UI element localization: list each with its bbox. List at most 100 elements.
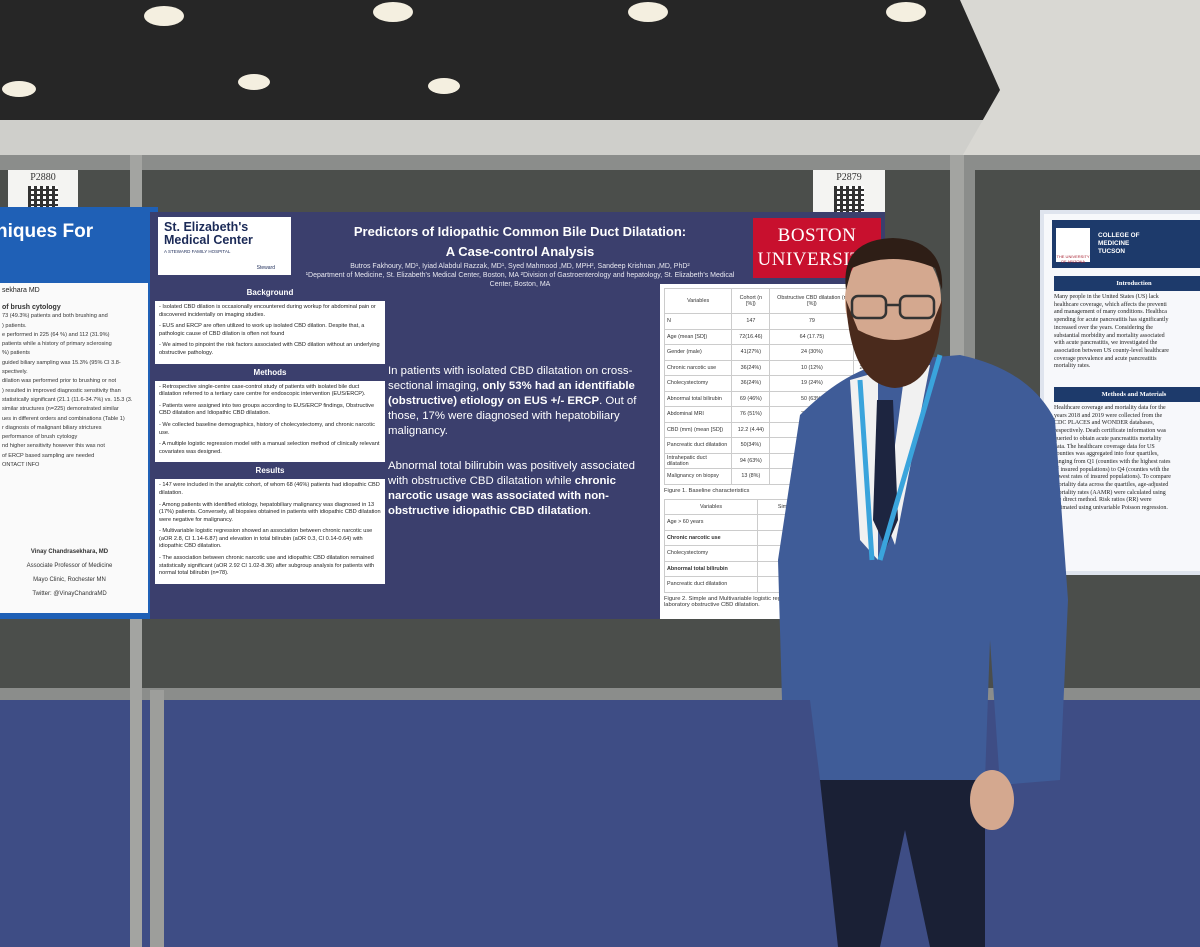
finding-text: Abnormal total bilirubin was positively …: [388, 460, 635, 487]
poster-text: of brush cytology 73 (49.3%) patients and…: [2, 303, 132, 470]
text-line: patients while a history of primary scle…: [2, 341, 112, 348]
logo-brand: Steward: [256, 265, 275, 271]
section-heading: Introduction: [1054, 276, 1200, 291]
text-line: of brush cytology: [2, 304, 61, 311]
text-line: the direct method. Risk ratios (RR) were: [1054, 497, 1152, 504]
board-number: P2879: [836, 172, 862, 183]
bullet-item: Retrospective single-centre case-control…: [159, 384, 381, 399]
text-line: with acute pancreatitis, we investigated…: [1054, 340, 1158, 347]
beard: [846, 300, 942, 388]
text-line: Many people in the United States (US) la…: [1054, 294, 1159, 300]
text-line: of ERCP based sampling are needed: [2, 452, 95, 459]
text-line: e performed in 225 (64 %) and 112 (31.9%…: [2, 331, 110, 338]
authors-block: Butros Fakhoury, MD¹, Iyiad Alabdul Razz…: [300, 262, 740, 289]
text-line: spending for acute pancreatitis has sign…: [1054, 317, 1169, 324]
header-row: Variables Cohort (n [%]) Obstructive CBD d…: [663, 288, 881, 314]
text-line: counties was aggregated into four quarti…: [1054, 451, 1159, 458]
logo-tagline: A STEWARD FAMILY HOSPITAL: [164, 249, 231, 254]
ceiling-lights: [2, 2, 926, 97]
text-line: data. The healthcare coverage data for U…: [1054, 443, 1155, 450]
poster-title-block: Predictors of Idiopathic Common Bile Duc…: [300, 222, 740, 262]
affiliations: ¹Department of Medicine, St. Elizabeth's…: [305, 272, 735, 288]
text-line: ) resulted in improved diagnostic sensit…: [2, 387, 121, 394]
bullet-item: The association between chronic narcotic…: [159, 555, 381, 578]
contact-twitter: Twitter: @VinayChandraMD: [32, 591, 107, 597]
text-line: ) patients.: [2, 322, 27, 329]
section-body: Isolated CBD dilation is occasionally en…: [155, 301, 385, 364]
poster-header: THE UNIVERSITY OF ARIZONA COLLEGE OF MED…: [1052, 220, 1200, 268]
poster-subtitle: A Case-control Analysis: [445, 244, 595, 259]
contact-info: Vinay Chandrasekhara, MD Associate Profe…: [2, 545, 137, 601]
text-line: healthcare coverage, which affects the p…: [1054, 301, 1167, 308]
text-line: queried to obtain acute pancreatitis mor…: [1054, 435, 1162, 442]
bullet-item: Multivariable logistic regression showed…: [159, 528, 381, 551]
text-line: CDC PLACES and WONDER databases,: [1054, 420, 1155, 427]
glasses: [850, 294, 936, 320]
text-line: %) patients: [2, 350, 30, 357]
text-line: and management of many conditions. Healt…: [1054, 309, 1167, 316]
text-line: ues in different orders and combinations…: [2, 415, 125, 422]
section-heading: Methods: [155, 363, 385, 381]
lanyard: [857, 354, 943, 561]
section-heading: Background: [155, 284, 385, 301]
section-heading: Methods and Materials: [1054, 387, 1200, 403]
authors: Butros Fakhoury, MD¹, Iyiad Alabdul Razz…: [350, 263, 690, 270]
university-word: BOSTON: [777, 225, 857, 246]
section-body: Retrospective single-centre case-control…: [155, 380, 385, 463]
text-line: substantial morbidity and mortality asso…: [1054, 332, 1165, 339]
finding-text: .: [587, 505, 592, 517]
text-line: mortality rates (AAMR) were calculated u…: [1054, 489, 1166, 496]
text-line: performance of brush cytology: [2, 434, 78, 441]
text-line: ranging from Q1 (counties with the highe…: [1054, 458, 1171, 465]
university-name: THE UNIVERSITY OF ARIZONA: [1056, 228, 1090, 264]
text-line: coverage prevalence and acute pancreatit…: [1054, 355, 1157, 362]
text-line: similar structures (n=225) demonstrated …: [2, 406, 119, 413]
text-line: lowest rates of insured populations). To…: [1054, 474, 1171, 481]
right-poster: THE UNIVERSITY OF ARIZONA COLLEGE OF MED…: [1040, 210, 1200, 575]
text-line: respectively. Death certificate informat…: [1054, 428, 1167, 435]
poster-sections: Background Isolated CBD dilation is occas…: [155, 284, 385, 584]
finding-text: only 53% had an identifiable (obstructiv…: [388, 380, 635, 407]
trousers: [820, 780, 985, 947]
figure-caption: Figure 2. Simple and Multivariable logis…: [664, 595, 867, 608]
hospital-logo: St. Elizabeth's Medical Center A STEWARD…: [158, 217, 291, 275]
bullet-item: Isolated CBD dilation is occasionally en…: [159, 304, 381, 319]
text-line: 73 (49.3%) patients and both brushing an…: [2, 313, 108, 320]
finding-text: chronic narcotic usage was associated wi…: [388, 475, 616, 517]
bullet-item: We aimed to pinpoint the risk factors as…: [159, 342, 381, 357]
column-header: Obstructive CBD dilatation (n [%]): [769, 288, 855, 314]
finding-paragraph: In patients with isolated CBD dilatation…: [388, 364, 656, 439]
university-word: UNIVERSITY: [757, 249, 877, 270]
finding-text: . Out of those, 17% were diagnosed with …: [388, 395, 637, 437]
figure-caption: Figure 1. Baseline characteristics: [664, 487, 750, 494]
poster-body: [0, 283, 148, 613]
hair: [845, 238, 943, 290]
board-number: P2880: [30, 172, 56, 183]
text-line: mortality rates.: [1054, 363, 1091, 370]
bullet-item: Patients were assigned into two groups a…: [159, 403, 381, 418]
text-line: Healthcare coverage and mortality data f…: [1054, 405, 1166, 412]
bullet-item: A multiple logistic regression model wit…: [159, 441, 381, 456]
suit-jacket: [778, 355, 1068, 785]
text-line: guided biliary sampling was 15.3% (95% C…: [2, 359, 121, 366]
contact-name: Vinay Chandrasekhara, MD: [30, 549, 109, 555]
contact-role: Associate Professor of Medicine: [26, 563, 113, 569]
logo-name: St. Elizabeth's Medical Center: [164, 220, 253, 247]
table-cell: 12.2 (4.44): [731, 421, 771, 438]
board-leg: [150, 690, 164, 947]
table-cell: 13 (8%): [731, 468, 771, 485]
bullet-item: EUS and ERCP are often utilized to work …: [159, 323, 381, 338]
poster-sections: Introduction Many people in the United St…: [1054, 274, 1200, 513]
finding-text: In patients with isolated CBD dilatation…: [388, 365, 633, 392]
bullet-item: We collected baseline demographics, hist…: [159, 422, 381, 437]
side-wall: [960, 0, 1200, 160]
column-header: Variables: [663, 288, 733, 314]
text-line: dilation was performed prior to brushing…: [2, 378, 117, 385]
text-line: ONTACT INFO: [2, 462, 40, 469]
face: [845, 242, 941, 358]
text-line: of insured populations) to Q4 (counties …: [1054, 466, 1170, 473]
bullet-item: Among patients with identified etiology,…: [159, 502, 381, 525]
text-line: r diagnosis of malignant biliary strictu…: [2, 424, 102, 431]
